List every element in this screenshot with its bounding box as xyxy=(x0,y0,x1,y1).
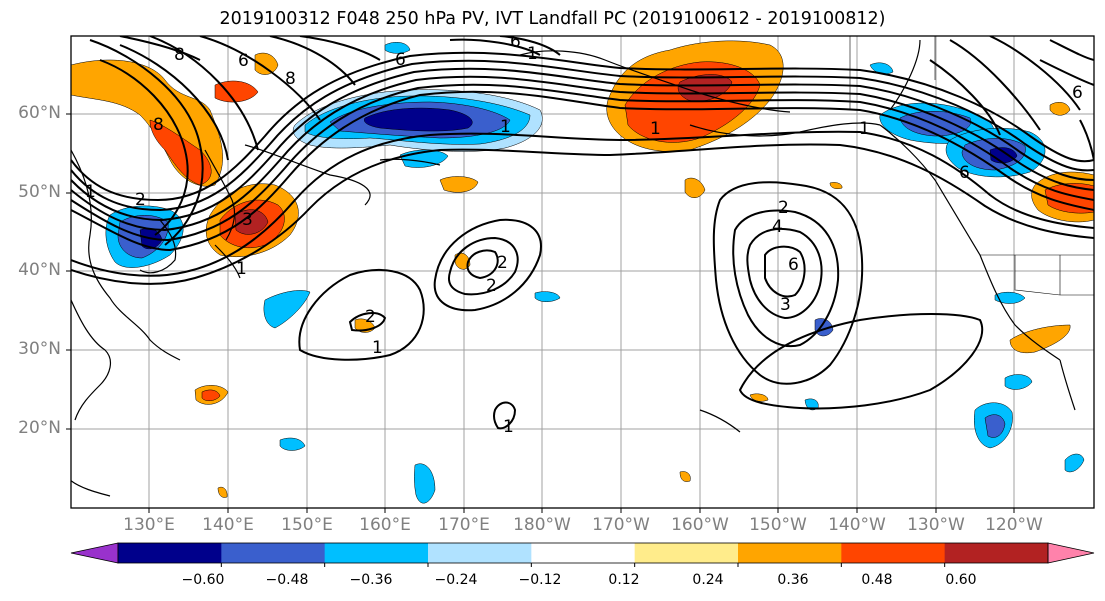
colorbar-tick-label: −0.24 xyxy=(434,572,478,588)
lon-label: 130°W xyxy=(907,515,965,535)
contour-label: 8 xyxy=(174,45,185,65)
lon-label: 150°E xyxy=(281,515,333,535)
lat-label-20n: 20°N xyxy=(18,418,61,438)
lon-label: 140°W xyxy=(828,515,886,535)
contour-label: 6 xyxy=(788,255,799,275)
contour-label: 2 xyxy=(135,190,146,210)
contour-label: 1 xyxy=(85,182,96,202)
contour-label: 2 xyxy=(497,253,508,273)
colorbar-tick-label: −0.60 xyxy=(181,572,225,588)
contour-label: 6 xyxy=(510,32,521,52)
lat-label-50n: 50°N xyxy=(18,182,61,202)
ivt-contours xyxy=(71,36,1094,430)
colorbar-tick-label: 0.48 xyxy=(861,572,893,588)
contour-label: 3 xyxy=(780,295,791,315)
contour-label: 1 xyxy=(372,338,383,358)
lat-label-60n: 60°N xyxy=(18,103,61,123)
colorbar-tick-label: −0.12 xyxy=(518,572,562,588)
lon-label: 130°E xyxy=(123,515,175,535)
negative-pv-anomalies xyxy=(105,42,1085,504)
map-frame xyxy=(70,35,1095,509)
lon-label: 140°E xyxy=(202,515,254,535)
coastlines xyxy=(71,39,1076,497)
colorbar-tick-label: 0.12 xyxy=(608,572,640,588)
colorbar-segment xyxy=(221,543,326,563)
contour-label: 1 xyxy=(859,119,870,139)
figure-title: 2019100312 F048 250 hPa PV, IVT Landfall… xyxy=(219,9,886,29)
contour-label: 6 xyxy=(959,163,970,183)
contour-label: 6 xyxy=(238,51,249,71)
lat-label-40n: 40°N xyxy=(18,260,61,280)
contour-label: 6 xyxy=(395,50,406,70)
lon-label: 150°W xyxy=(749,515,807,535)
contour-label: 1 xyxy=(650,119,661,139)
contour-label: 1 xyxy=(500,117,511,137)
colorbar-tick-label: 0.60 xyxy=(945,572,977,588)
colorbar-tick-label: 0.36 xyxy=(777,572,809,588)
colorbar-segment xyxy=(118,543,222,563)
colorbar-extend-max xyxy=(1047,542,1095,564)
colorbar-segment xyxy=(428,543,532,563)
lon-label: 160°E xyxy=(359,515,411,535)
contour-label: 8 xyxy=(285,69,296,89)
colorbar-extend-min xyxy=(70,542,119,564)
contour-label: 3 xyxy=(242,210,253,230)
colorbar-segment xyxy=(531,543,636,563)
colorbar-tick-label: −0.48 xyxy=(265,572,309,588)
contour-label: 1 xyxy=(236,259,247,279)
lon-label: 160°W xyxy=(671,515,729,535)
contour-label: 1 xyxy=(527,44,538,64)
lon-label: 170°W xyxy=(592,515,650,535)
colorbar-segment xyxy=(738,543,842,563)
contour-label: 6 xyxy=(1072,83,1083,103)
contour-label: 8 xyxy=(153,115,164,135)
colorbar-segment xyxy=(324,543,429,563)
colorbar-segment xyxy=(841,543,946,563)
contour-label: 2 xyxy=(365,307,376,327)
colorbar-tick-label: −0.36 xyxy=(349,572,393,588)
axis-ticks xyxy=(66,113,1015,513)
colorbar-border xyxy=(117,542,1049,564)
colorbar-tick-label: 0.24 xyxy=(692,572,724,588)
contour-label: 1 xyxy=(503,417,514,437)
lon-label: 120°W xyxy=(985,515,1043,535)
contour-label: 4 xyxy=(772,217,783,237)
contour-label: 2 xyxy=(486,276,497,296)
contour-label: 2 xyxy=(778,198,789,218)
lon-label: 170°E xyxy=(438,515,490,535)
contour-labels: 8 6 8 6 8 6 1 1 1 2 3 2 2 1 2 1 1 2 3 6 … xyxy=(85,32,1083,437)
lat-label-30n: 30°N xyxy=(18,339,61,359)
colorbar xyxy=(70,542,1095,567)
borders xyxy=(849,36,1094,296)
lon-label: 180°W xyxy=(513,515,571,535)
colorbar-segment xyxy=(944,543,1049,563)
colorbar-segment xyxy=(634,543,739,563)
